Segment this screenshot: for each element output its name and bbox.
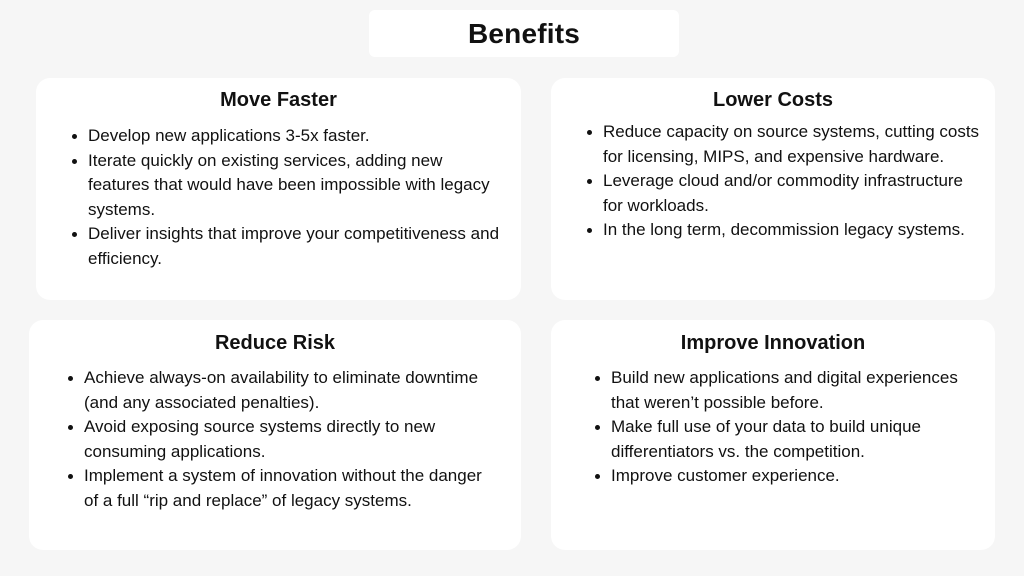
bullet-item: Reduce capacity on source systems, cutti… xyxy=(587,120,982,169)
title-box: Benefits xyxy=(369,10,679,57)
bullet-item: Improve customer experience. xyxy=(595,464,980,489)
bullet-list: Build new applications and digital exper… xyxy=(595,366,980,489)
card-reduce-risk: Reduce Risk Achieve always-on availabili… xyxy=(29,320,521,550)
card-heading: Reduce Risk xyxy=(214,332,336,354)
bullet-list: Achieve always-on availability to elimin… xyxy=(68,366,498,513)
bullet-item: Implement a system of innovation without… xyxy=(68,464,498,513)
bullet-item: Leverage cloud and/or commodity infrastr… xyxy=(587,169,982,218)
bullet-item: Avoid exposing source systems directly t… xyxy=(68,415,498,464)
bullet-item: Iterate quickly on existing services, ad… xyxy=(72,149,502,223)
bullet-item: Achieve always-on availability to elimin… xyxy=(68,366,498,415)
bullet-list: Reduce capacity on source systems, cutti… xyxy=(587,120,982,243)
card-heading: Lower Costs xyxy=(712,89,834,111)
card-improve-innovation: Improve Innovation Build new application… xyxy=(551,320,995,550)
bullet-item: Make full use of your data to build uniq… xyxy=(595,415,980,464)
card-move-faster: Move Faster Develop new applications 3-5… xyxy=(36,78,521,300)
bullet-item: Develop new applications 3-5x faster. xyxy=(72,124,502,149)
bullet-item: Build new applications and digital exper… xyxy=(595,366,980,415)
card-lower-costs: Lower Costs Reduce capacity on source sy… xyxy=(551,78,995,300)
page-title: Benefits xyxy=(467,17,581,49)
bullet-item: Deliver insights that improve your compe… xyxy=(72,222,502,271)
bullet-list: Develop new applications 3-5x faster. It… xyxy=(72,124,502,271)
card-heading: Improve Innovation xyxy=(680,332,866,354)
card-heading: Move Faster xyxy=(220,89,337,111)
bullet-item: In the long term, decommission legacy sy… xyxy=(587,218,982,243)
